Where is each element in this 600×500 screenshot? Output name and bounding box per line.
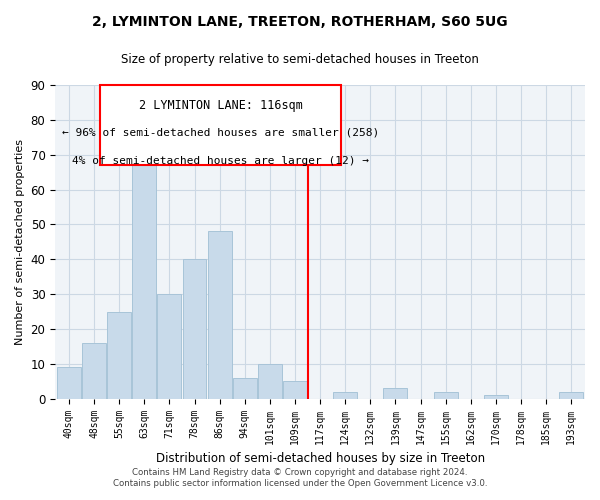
Bar — [208, 232, 232, 398]
Bar — [57, 368, 81, 398]
Text: Contains HM Land Registry data © Crown copyright and database right 2024.
Contai: Contains HM Land Registry data © Crown c… — [113, 468, 487, 487]
Bar — [82, 343, 106, 398]
Bar — [434, 392, 458, 398]
Bar — [559, 392, 583, 398]
Bar — [258, 364, 282, 398]
Bar — [233, 378, 257, 398]
Bar — [333, 392, 357, 398]
Text: 2 LYMINTON LANE: 116sqm: 2 LYMINTON LANE: 116sqm — [139, 99, 302, 112]
FancyBboxPatch shape — [100, 85, 341, 165]
Bar — [157, 294, 181, 399]
Bar — [283, 382, 307, 398]
Text: ← 96% of semi-detached houses are smaller (258): ← 96% of semi-detached houses are smalle… — [62, 128, 379, 138]
Bar — [107, 312, 131, 398]
Bar — [182, 260, 206, 398]
Text: 4% of semi-detached houses are larger (12) →: 4% of semi-detached houses are larger (1… — [72, 156, 369, 166]
Bar — [484, 395, 508, 398]
X-axis label: Distribution of semi-detached houses by size in Treeton: Distribution of semi-detached houses by … — [155, 452, 485, 465]
Text: Size of property relative to semi-detached houses in Treeton: Size of property relative to semi-detach… — [121, 52, 479, 66]
Bar — [133, 151, 156, 398]
Y-axis label: Number of semi-detached properties: Number of semi-detached properties — [15, 139, 25, 345]
Text: 2, LYMINTON LANE, TREETON, ROTHERHAM, S60 5UG: 2, LYMINTON LANE, TREETON, ROTHERHAM, S6… — [92, 15, 508, 29]
Bar — [383, 388, 407, 398]
